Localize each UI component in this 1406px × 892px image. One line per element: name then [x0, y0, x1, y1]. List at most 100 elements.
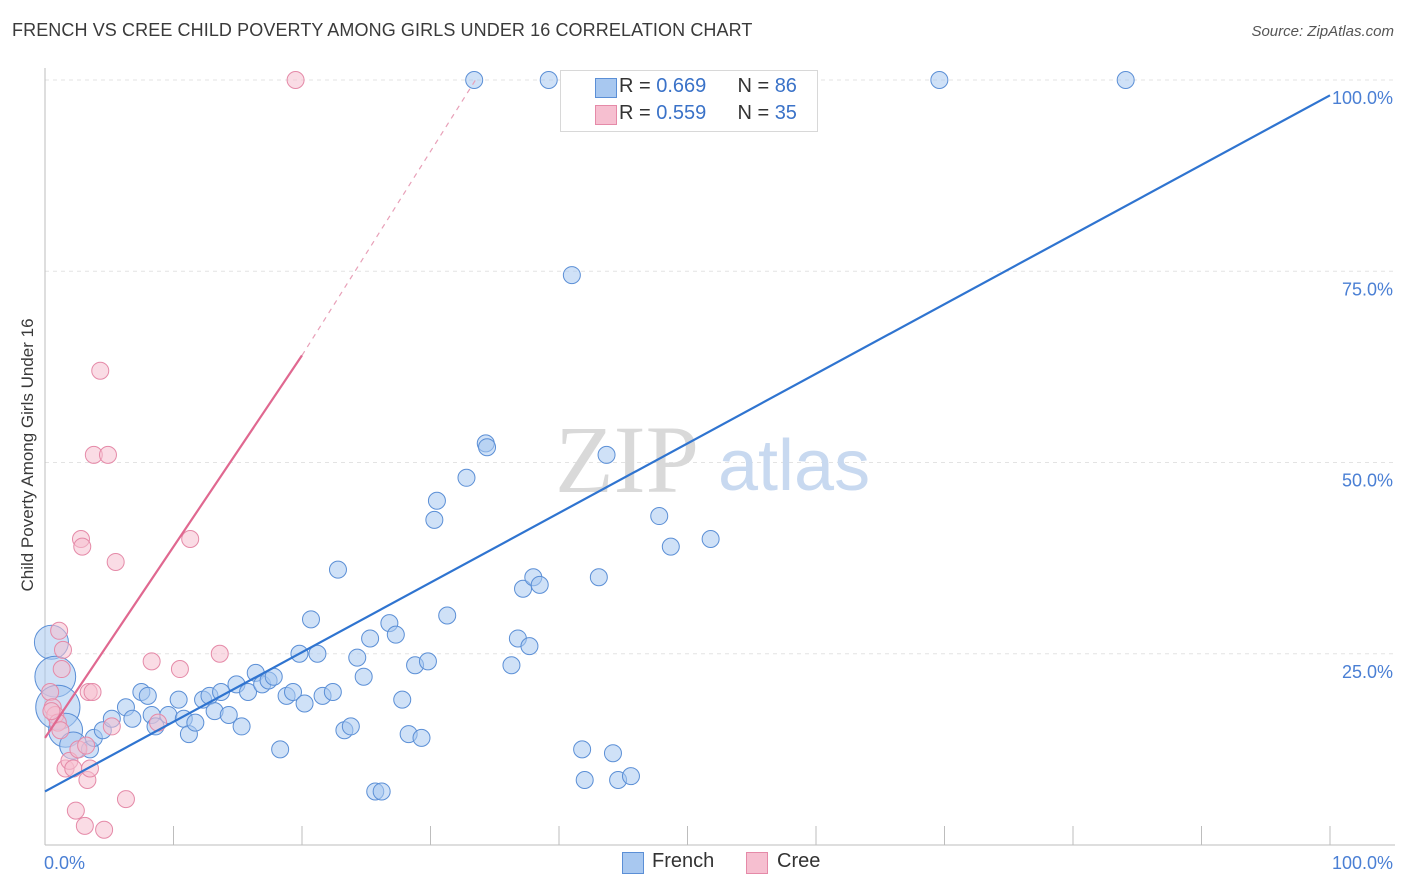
french-point — [589, 568, 608, 587]
french-point — [354, 667, 373, 686]
french-point — [575, 770, 594, 789]
french-point — [502, 656, 521, 675]
legend-n-value: 86 — [774, 75, 797, 97]
cree-trend-line — [44, 354, 303, 739]
tick-labels: 25.0% 50.0% 75.0% 100.0% 0.0% 100.0% — [44, 88, 1393, 873]
cree-point — [73, 537, 92, 556]
french-point — [427, 491, 446, 510]
french-point — [123, 709, 142, 728]
french-point — [393, 690, 412, 709]
french-point — [661, 537, 680, 556]
french-point — [530, 575, 549, 594]
watermark-atlas: atlas — [718, 426, 870, 506]
french-point — [186, 713, 205, 732]
x-tick-label: 100.0% — [1332, 853, 1393, 873]
data-points — [33, 71, 1135, 839]
french-point — [412, 728, 431, 747]
legend-row-cree: R = 0.559 N = 35 — [595, 102, 797, 128]
french-point — [539, 71, 558, 89]
cree-point — [149, 713, 168, 732]
legend-n-value: 35 — [774, 102, 797, 124]
cree-point — [80, 759, 99, 778]
legend-label-cree: Cree — [777, 850, 821, 872]
legend-r-label: R = — [619, 75, 657, 97]
cree-point — [52, 660, 71, 679]
french-point — [514, 579, 533, 598]
legend-label-french: French — [652, 850, 715, 872]
french-point — [465, 71, 484, 89]
french-point — [520, 637, 539, 656]
cree-point — [95, 820, 114, 839]
french-point — [138, 686, 157, 705]
french-point — [1116, 71, 1135, 89]
french-point — [418, 652, 437, 671]
cree-point — [51, 721, 70, 740]
french-point — [573, 740, 592, 759]
french-point — [372, 782, 391, 801]
cree-point — [116, 790, 135, 809]
y-tick-label: 100.0% — [1332, 88, 1393, 108]
trend-lines — [44, 79, 1331, 793]
zipatlas-watermark: ZIP atlas — [555, 406, 870, 513]
cree-point — [77, 736, 96, 755]
legend-swatch-cree — [746, 852, 768, 874]
cree-point — [41, 683, 60, 701]
french-point — [562, 266, 581, 285]
french-point — [457, 468, 476, 487]
cree-point — [286, 71, 305, 89]
cree-point — [142, 652, 161, 671]
cree-point — [75, 816, 94, 835]
french-point — [323, 683, 342, 701]
legend-swatch-french — [595, 78, 617, 98]
cree-point — [106, 552, 125, 571]
cree-point — [42, 702, 61, 721]
french-point — [701, 530, 720, 548]
y-tick-label: 75.0% — [1342, 279, 1393, 299]
french-point — [232, 717, 251, 736]
french-point — [930, 71, 949, 89]
french-point — [308, 644, 327, 663]
french-point — [361, 629, 380, 648]
french-point — [219, 705, 238, 724]
cree-point — [102, 717, 121, 736]
series-legend: French Cree — [0, 850, 1406, 880]
correlation-legend: R = 0.669 N = 86 R = 0.559 N = 35 — [560, 70, 818, 132]
french-point — [438, 606, 457, 625]
french-point — [478, 438, 497, 457]
french-point — [650, 507, 669, 526]
french-point — [603, 744, 622, 763]
french-point — [597, 445, 616, 464]
french-point — [284, 683, 303, 701]
legend-r-value: 0.669 — [656, 75, 707, 97]
cree-point — [98, 445, 117, 464]
cree-point — [210, 644, 229, 663]
y-tick-label: 50.0% — [1342, 471, 1393, 491]
french-point — [341, 717, 360, 736]
legend-r-value: 0.559 — [656, 102, 707, 124]
french-point — [239, 683, 258, 701]
cree-point — [66, 801, 85, 820]
legend-swatch-cree — [595, 105, 617, 125]
french-point — [348, 648, 367, 667]
x-tick-label: 0.0% — [44, 853, 85, 873]
french-point — [425, 510, 444, 529]
cree-point — [181, 530, 200, 548]
legend-r-label: R = — [619, 102, 657, 124]
french-point — [295, 694, 314, 713]
chart-title: FRENCH VS CREE CHILD POVERTY AMONG GIRLS… — [12, 20, 753, 40]
french-point — [301, 610, 320, 629]
french-point — [328, 560, 347, 579]
cree-point — [50, 621, 69, 640]
legend-swatch-french — [622, 852, 644, 874]
cree-point — [53, 640, 72, 659]
y-tick-label: 25.0% — [1342, 662, 1393, 682]
cree-trend-extension — [301, 79, 476, 356]
watermark-zip: ZIP — [555, 406, 699, 513]
cree-point — [83, 683, 102, 701]
cree-point — [170, 660, 189, 679]
french-point — [271, 740, 290, 759]
cree-point — [91, 361, 110, 380]
french-point — [621, 767, 640, 786]
french-trend-line — [44, 94, 1331, 793]
